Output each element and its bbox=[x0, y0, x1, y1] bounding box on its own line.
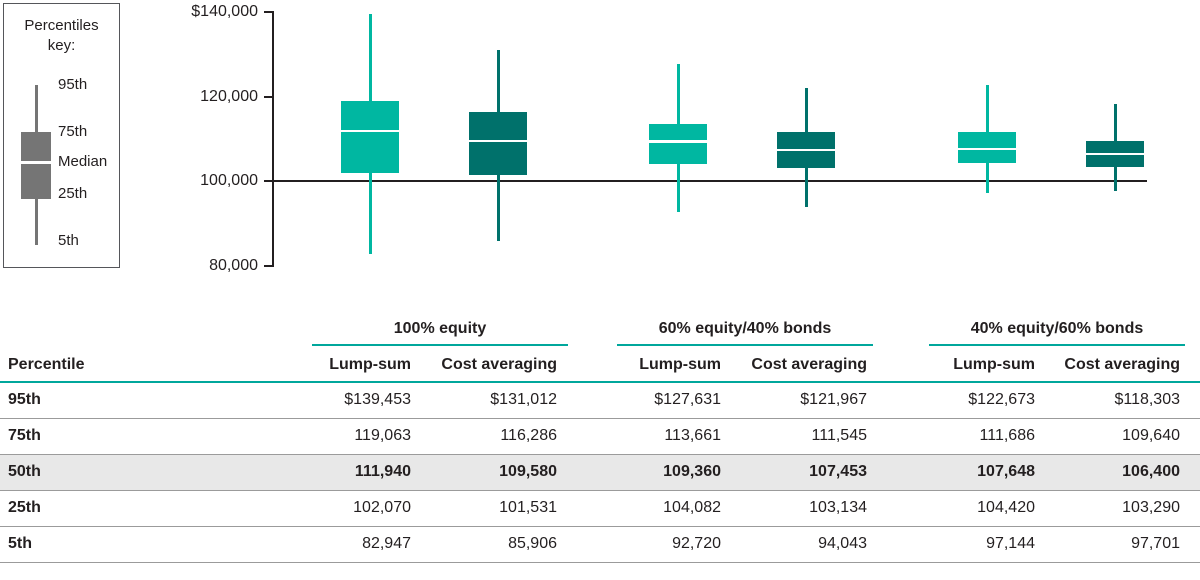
y-axis-tick bbox=[264, 11, 272, 13]
table-value-cell: 85,906 bbox=[411, 526, 557, 563]
table-value-cell: $121,967 bbox=[721, 382, 867, 419]
key-title-line1: Percentiles bbox=[24, 17, 99, 34]
table-value-cell: 94,043 bbox=[721, 526, 867, 563]
row-label: 25th bbox=[0, 490, 270, 527]
table-value-cell: 82,947 bbox=[270, 526, 411, 563]
y-axis-tick bbox=[264, 95, 272, 98]
key-title: Percentiles key: bbox=[4, 16, 119, 56]
table-value-cell: 101,531 bbox=[411, 490, 557, 527]
y-axis-label: 120,000 bbox=[200, 87, 258, 105]
table-value-cell: $131,012 bbox=[411, 382, 557, 419]
table-value-cell: 97,144 bbox=[867, 526, 1035, 563]
key-label: 75th bbox=[58, 123, 88, 140]
percentiles-key: Percentiles key: 95th 75th Median 25th 5th bbox=[3, 3, 120, 268]
reference-line-100k bbox=[273, 180, 1147, 183]
table-row: 5th 82,947 85,906 92,720 94,043 97,144 97,701 bbox=[0, 526, 1200, 563]
box-plot-box bbox=[341, 100, 399, 173]
y-axis-tick bbox=[264, 180, 272, 183]
table-group-header-row: 100% equity 60% equity/40% bonds 40% equit… bbox=[0, 300, 1200, 346]
box-plot-chart: $140,000 120,000 100,000 80,000 bbox=[191, 3, 1147, 274]
table-value-cell: $139,453 bbox=[270, 382, 411, 419]
subheader-cell: Cost averaging bbox=[721, 346, 867, 383]
group-header-label: 40% equity/60% bonds bbox=[929, 320, 1185, 346]
table-value-cell: 109,580 bbox=[411, 454, 557, 491]
table-value-cell: $127,631 bbox=[557, 382, 721, 419]
table-value-cell: $122,673 bbox=[867, 382, 1035, 419]
row-label: 5th bbox=[0, 526, 270, 563]
table-value-cell: 103,134 bbox=[721, 490, 867, 527]
group-header-cell: 60% equity/40% bonds bbox=[557, 300, 873, 346]
box-plot-box bbox=[649, 123, 707, 165]
table-subheader-row: Percentile Lump-sum Cost averaging Lump-sum… bbox=[0, 346, 1200, 383]
table-row: 75th 119,063 116,286 113,661 111,545 111,686 1… bbox=[0, 418, 1200, 455]
box-plot-box bbox=[469, 112, 527, 175]
subheader-cell: Lump-sum bbox=[557, 346, 721, 383]
key-median-gap bbox=[21, 161, 51, 164]
box-plot-box bbox=[958, 131, 1016, 163]
table-value-cell: 116,286 bbox=[411, 418, 557, 455]
table-value-cell: 111,940 bbox=[270, 454, 411, 491]
table-value-cell: 113,661 bbox=[557, 418, 721, 455]
key-label: Median bbox=[58, 153, 108, 170]
table-value-cell: 109,640 bbox=[1035, 418, 1200, 455]
subheader-cell: Cost averaging bbox=[411, 346, 557, 383]
box-plot-median-line bbox=[958, 147, 1016, 151]
row-label: 50th bbox=[0, 454, 270, 491]
box-plot-median-line bbox=[649, 140, 707, 143]
table-value-cell: 92,720 bbox=[557, 526, 721, 563]
table-value-cell: 97,701 bbox=[1035, 526, 1200, 563]
row-label: 95th bbox=[0, 382, 270, 419]
key-label: 95th bbox=[58, 76, 88, 93]
box-plot-median-line bbox=[341, 129, 399, 133]
table-value-cell: 104,082 bbox=[557, 490, 721, 527]
key-label: 5th bbox=[58, 232, 79, 249]
table-value-cell: 107,648 bbox=[867, 454, 1035, 491]
y-axis-label: $140,000 bbox=[191, 3, 258, 20]
table-value-cell: $118,303 bbox=[1035, 382, 1200, 419]
box-plot-median-line bbox=[469, 139, 527, 143]
table-row: 95th $139,453 $131,012 $127,631 $121,967 $122… bbox=[0, 382, 1200, 419]
table-value-cell: 106,400 bbox=[1035, 454, 1200, 491]
table-row: 25th 102,070 101,531 104,082 103,134 104,420 1… bbox=[0, 490, 1200, 527]
percentiles-table: 100% equity 60% equity/40% bonds 40% equit… bbox=[0, 300, 1200, 563]
group-header-cell: 40% equity/60% bonds bbox=[867, 300, 1200, 346]
table-value-cell: 107,453 bbox=[721, 454, 867, 491]
y-axis-tick bbox=[264, 265, 272, 267]
y-axis-label: 80,000 bbox=[209, 257, 258, 274]
box-plot-median-line bbox=[1086, 152, 1144, 156]
y-axis-line bbox=[272, 11, 274, 267]
table-row: 50th 111,940 109,580 109,360 107,453 107,648 1… bbox=[0, 454, 1200, 491]
corner-cell bbox=[0, 300, 270, 346]
table-value-cell: 111,686 bbox=[867, 418, 1035, 455]
subheader-cell: Lump-sum bbox=[867, 346, 1035, 383]
subheader-cell: Lump-sum bbox=[270, 346, 411, 383]
key-box-rect bbox=[21, 132, 51, 199]
table-value-cell: 102,070 bbox=[270, 490, 411, 527]
y-axis-label: 100,000 bbox=[200, 172, 258, 190]
table-value-cell: 104,420 bbox=[867, 490, 1035, 527]
key-title-line2: key: bbox=[47, 37, 76, 54]
box-plot-median-line bbox=[777, 148, 835, 152]
group-header-label: 100% equity bbox=[312, 320, 568, 346]
group-header-label: 60% equity/40% bonds bbox=[617, 320, 873, 346]
table-value-cell: 109,360 bbox=[557, 454, 721, 491]
table-value-cell: 119,063 bbox=[270, 418, 411, 455]
percentile-column-header: Percentile bbox=[0, 346, 270, 383]
table-value-cell: 111,545 bbox=[721, 418, 867, 455]
group-header-cell: 100% equity bbox=[270, 300, 568, 346]
key-label: 25th bbox=[58, 185, 88, 202]
table-value-cell: 103,290 bbox=[1035, 490, 1200, 527]
subheader-cell: Cost averaging bbox=[1035, 346, 1200, 383]
row-label: 75th bbox=[0, 418, 270, 455]
